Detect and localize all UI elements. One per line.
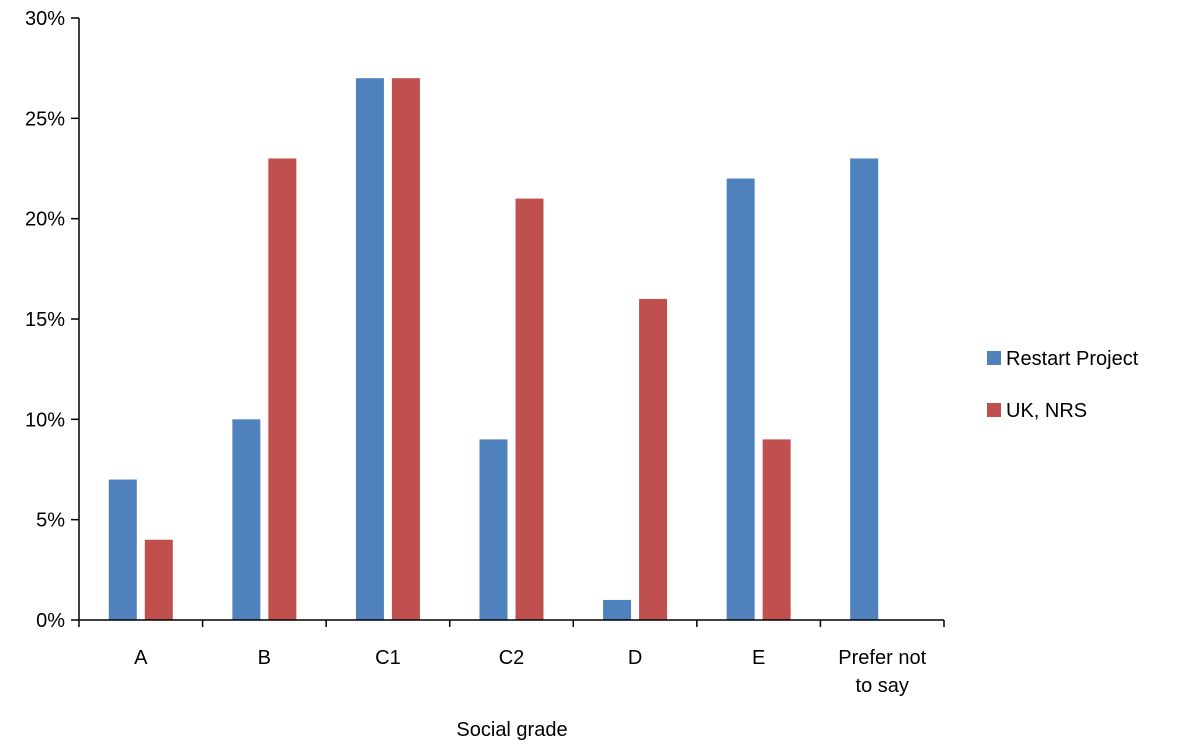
- bar-restart-project-3: [479, 439, 508, 620]
- x-category-label: Prefer not to say: [838, 647, 926, 697]
- bar-restart-project-4: [603, 599, 632, 620]
- bar-restart-project-5: [726, 178, 755, 621]
- legend-label: UK, NRS: [1006, 400, 1087, 422]
- x-category-label: C2: [499, 647, 525, 669]
- bar-restart-project-1: [232, 419, 261, 620]
- bar-uk-nrs-4: [639, 298, 668, 620]
- axes-layer: [78, 18, 944, 621]
- bar-uk-nrs-5: [762, 439, 791, 620]
- bars-layer: [108, 78, 879, 621]
- bar-restart-project-6: [850, 158, 879, 620]
- x-category-label: B: [258, 647, 271, 669]
- y-tick-label: 25%: [25, 108, 65, 130]
- legend: Restart Project UK, NRS: [987, 348, 1139, 422]
- y-tick-label: 10%: [25, 409, 65, 431]
- legend-swatch: [987, 351, 1001, 365]
- bar-restart-project-2: [355, 78, 384, 620]
- bar-uk-nrs-2: [391, 78, 420, 620]
- legend-swatch: [987, 403, 1001, 417]
- y-tick-label: 0%: [36, 610, 65, 632]
- x-axis-title: Social grade: [456, 719, 567, 741]
- bar-restart-project-0: [108, 479, 137, 620]
- y-tick-label: 20%: [25, 209, 65, 231]
- x-category-label: C1: [375, 647, 401, 669]
- x-category-label: A: [134, 647, 148, 669]
- bar-uk-nrs-1: [268, 158, 297, 620]
- legend-label: Restart Project: [1006, 348, 1139, 370]
- y-ticks: 0% 5% 10% 15% 20% 25% 30%: [25, 8, 79, 632]
- y-tick-label: 15%: [25, 309, 65, 331]
- bar-uk-nrs-3: [515, 198, 544, 620]
- y-tick-label: 30%: [25, 8, 65, 30]
- x-category-label: E: [752, 647, 765, 669]
- bar-uk-nrs-0: [144, 539, 173, 620]
- y-tick-label: 5%: [36, 510, 65, 532]
- x-ticks: A B C1 C2 D E Prefer not to say: [78, 620, 945, 697]
- x-category-label: D: [628, 647, 642, 669]
